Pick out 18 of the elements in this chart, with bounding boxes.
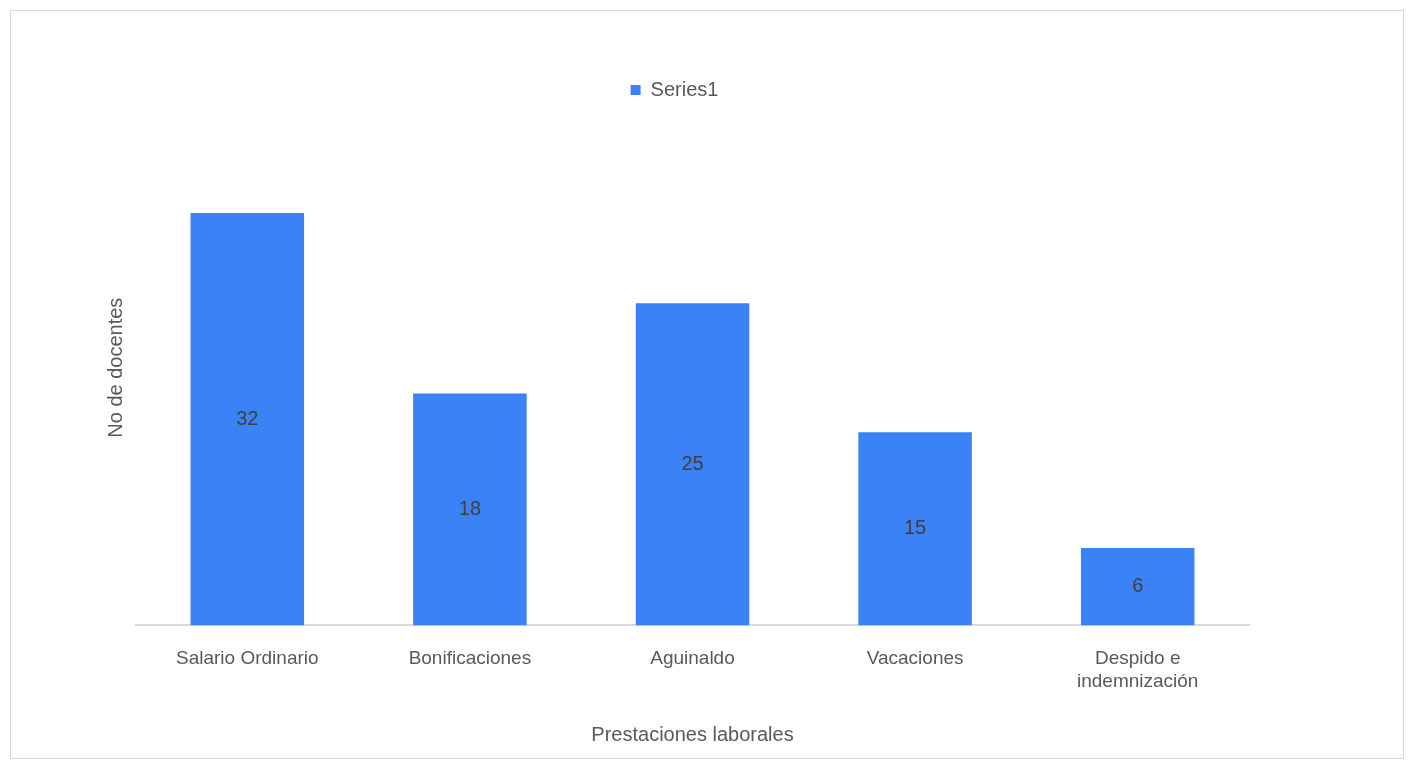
data-label: 25 bbox=[681, 451, 704, 474]
x-tick-label: Salario Ordinario bbox=[176, 647, 319, 669]
bar bbox=[858, 432, 972, 626]
x-axis-title: Prestaciones laborales bbox=[591, 722, 794, 745]
x-tick-label: Despido e indemnización bbox=[1076, 647, 1199, 691]
data-label: 6 bbox=[1132, 574, 1144, 597]
x-tick-label: Vacaciones bbox=[866, 647, 964, 669]
y-axis-title: No de docentes bbox=[103, 297, 126, 438]
bar bbox=[190, 213, 305, 626]
bar bbox=[635, 303, 750, 626]
data-label: 18 bbox=[458, 496, 482, 519]
x-tick-label: Bonificaciones bbox=[408, 647, 532, 669]
bar bbox=[1080, 548, 1195, 626]
x-tick-label: Aguinaldo bbox=[650, 647, 735, 669]
legend-label: Series1 bbox=[650, 77, 719, 100]
bar bbox=[413, 393, 527, 626]
data-label: 32 bbox=[236, 406, 259, 429]
data-label: 15 bbox=[903, 516, 927, 539]
